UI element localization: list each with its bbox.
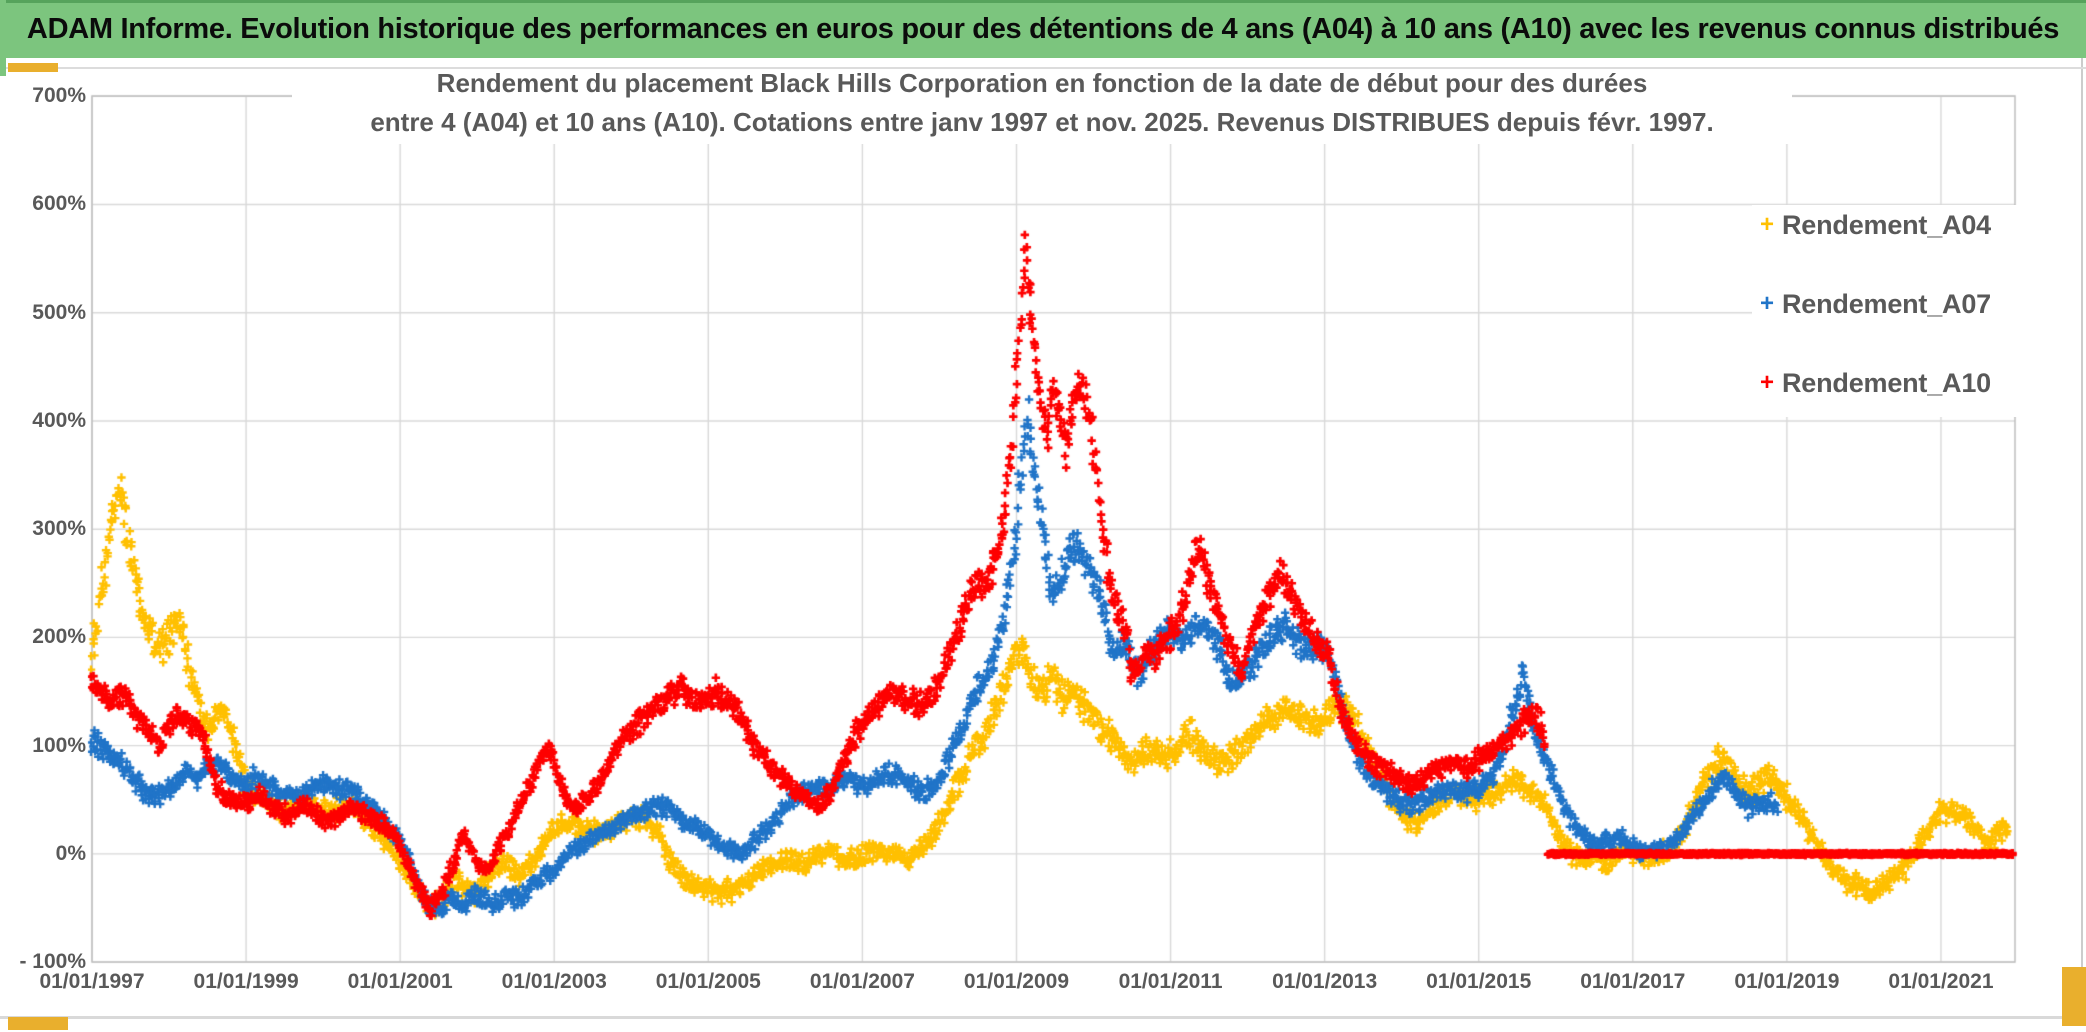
x-axis-tick-label: 01/01/1999: [193, 970, 299, 993]
y-axis-tick-label: 400%: [32, 408, 86, 432]
banner-left-edge: [0, 0, 6, 76]
y-axis-tick-label: 500%: [32, 300, 86, 324]
page-title: ADAM Informe. Evolution historique des p…: [26, 12, 2060, 45]
gold-accent-bottom-right: [2062, 967, 2086, 1026]
right-border-line: [2081, 58, 2083, 1016]
x-axis-tick-label: 01/01/2009: [963, 970, 1070, 993]
legend-item-rendement-a07: + Rendement_A07: [1752, 284, 1991, 324]
x-axis-tick-label: 01/01/2013: [1272, 970, 1378, 993]
x-axis-tick-label: 01/01/2017: [1580, 970, 1686, 993]
legend-item-rendement-a04: + Rendement_A04: [1752, 205, 1991, 245]
y-axis-tick-label: 300%: [32, 517, 86, 541]
x-axis-tick-label: 01/01/2019: [1734, 970, 1840, 993]
plus-marker-icon: +: [1759, 369, 1774, 396]
x-axis-tick-label: 01/01/2011: [1118, 970, 1223, 993]
legend-label-a10: Rendement_A10: [1782, 367, 1991, 398]
bottom-divider-line: [0, 1016, 2086, 1019]
legend-label-a04: Rendement_A04: [1782, 209, 1991, 240]
chart-title-line2: entre 4 (A04) et 10 ans (A10). Cotations…: [370, 107, 1714, 137]
x-axis-tick-label: 01/01/2003: [501, 970, 607, 993]
page-title-banner: ADAM Informe. Evolution historique des p…: [0, 0, 2086, 58]
legend-item-rendement-a10: + Rendement_A10: [1752, 363, 1991, 403]
banner-top-border: [0, 0, 2086, 3]
plus-marker-icon: +: [1759, 290, 1774, 317]
x-axis-tick-label: 01/01/2005: [655, 970, 761, 993]
plus-marker-icon: +: [1759, 211, 1774, 238]
gold-accent-bottom-left: [8, 1017, 68, 1030]
chart-title: Rendement du placement Black Hills Corpo…: [292, 62, 1792, 144]
y-axis-tick-label: - 100%: [19, 950, 86, 974]
chart-legend: + Rendement_A04 + Rendement_A07 + Rendem…: [1752, 205, 2072, 417]
x-axis-tick-label: 01/01/1997: [39, 970, 145, 993]
y-axis-tick-label: 200%: [32, 625, 86, 649]
y-axis-tick-label: 700%: [32, 84, 86, 108]
x-axis-tick-label: 01/01/2021: [1888, 970, 1994, 993]
x-axis-tick-label: 01/01/2001: [347, 970, 453, 993]
y-axis-tick-label: 600%: [32, 192, 86, 216]
x-axis-tick-label: 01/01/2007: [809, 970, 915, 993]
y-axis-tick-label: 100%: [32, 733, 86, 757]
gold-accent-top-left: [8, 63, 58, 72]
x-axis-tick-label: 01/01/2015: [1426, 970, 1532, 993]
y-axis-tick-label: 0%: [55, 841, 86, 865]
banner-divider-line: [0, 67, 2086, 69]
legend-label-a07: Rendement_A07: [1782, 288, 1991, 319]
chart-title-line1: Rendement du placement Black Hills Corpo…: [436, 68, 1648, 98]
